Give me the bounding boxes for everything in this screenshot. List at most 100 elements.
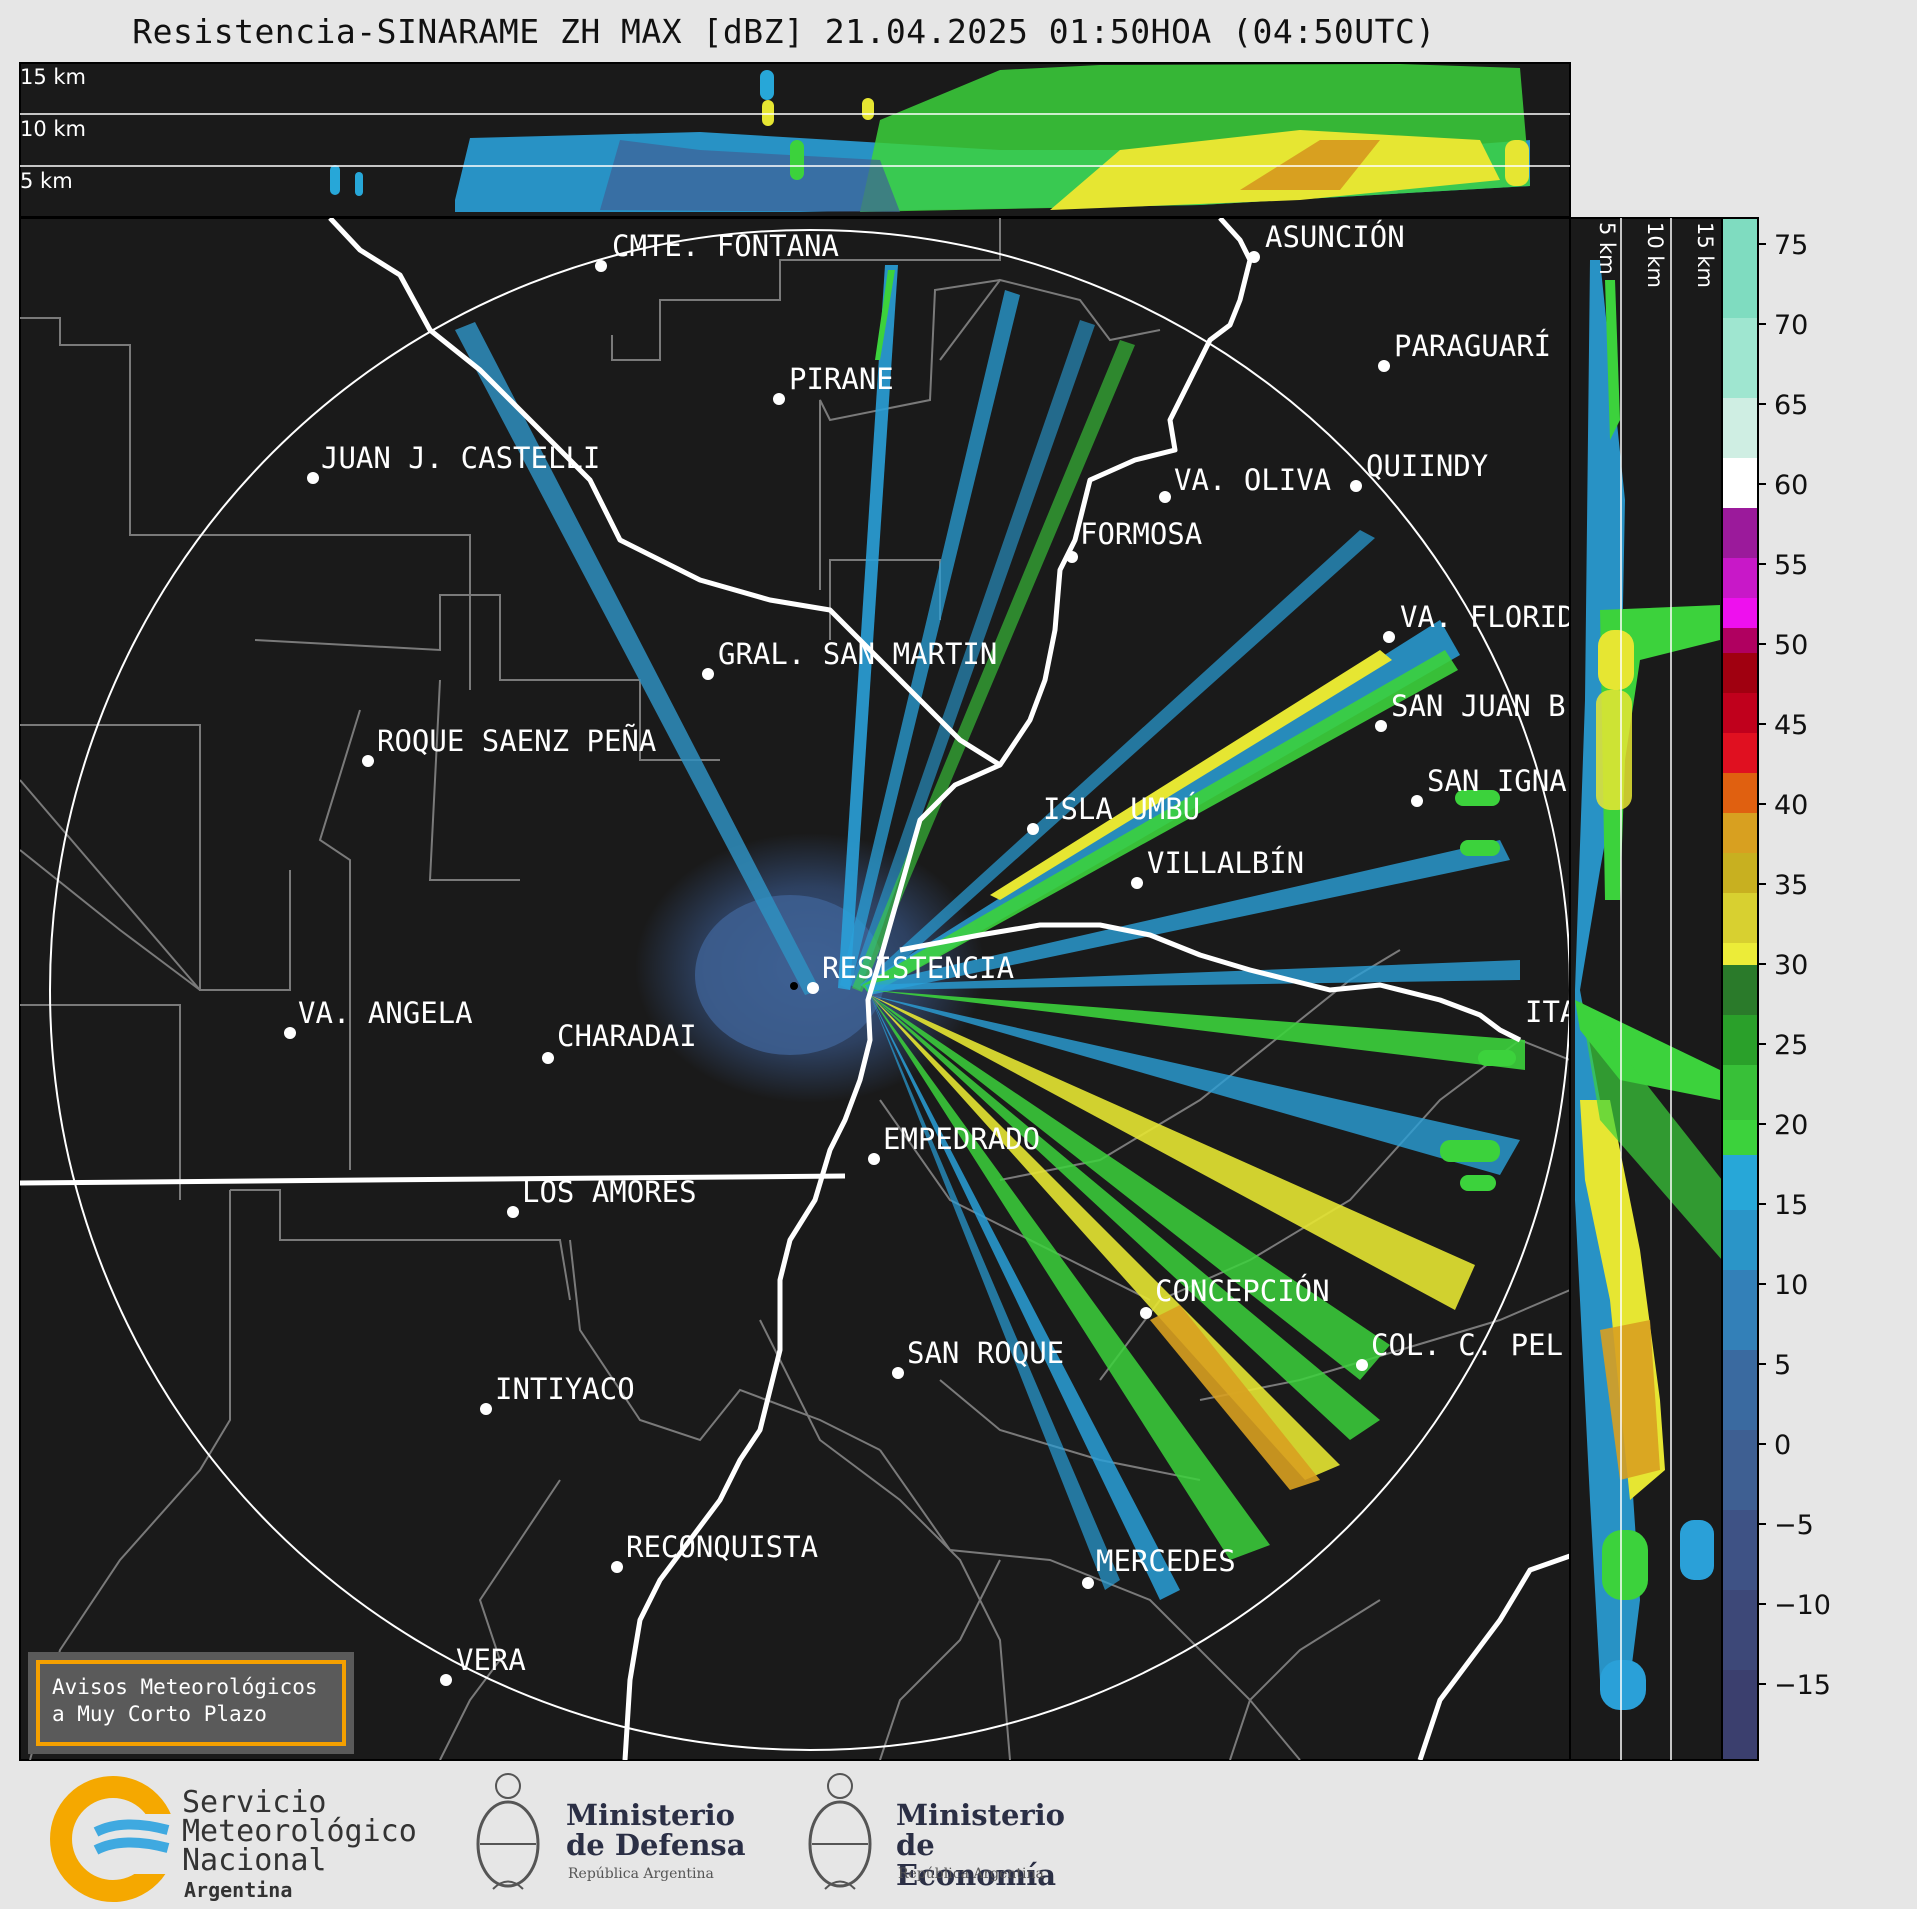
- cb-tick-5: 5: [1774, 1350, 1791, 1381]
- svg-text:SAN ROQUE: SAN ROQUE: [907, 1336, 1064, 1370]
- city-mercedes[interactable]: MERCEDES: [1082, 1544, 1236, 1589]
- side-panel-echo: [1575, 260, 1722, 1710]
- svg-text:ROQUE SAENZ PEÑA: ROQUE SAENZ PEÑA: [377, 724, 656, 758]
- cb-tick-75: 75: [1774, 230, 1808, 261]
- city-san-igna[interactable]: SAN IGNA: [1411, 764, 1567, 807]
- cb-tick-30: 30: [1774, 950, 1808, 981]
- rivers-borders: [20, 218, 1570, 1760]
- city-markers: CMTE. FONTANA ASUNCIÓN PARAGUARÍ PIRANE …: [284, 220, 1592, 1686]
- city-villalbin[interactable]: VILLALBÍN: [1131, 846, 1304, 889]
- smn-sub: Argentina: [184, 1878, 293, 1902]
- avisos-line1: Avisos Meteorológicos: [52, 1675, 318, 1699]
- top-height-label-15: 15 km: [20, 65, 86, 89]
- svg-text:VA. ANGELA: VA. ANGELA: [298, 996, 473, 1030]
- cb-tick-20: 20: [1774, 1110, 1808, 1141]
- cb-tick-40: 40: [1774, 790, 1808, 821]
- city-va-angela[interactable]: VA. ANGELA: [284, 996, 473, 1039]
- cb-tick-60: 60: [1774, 470, 1808, 501]
- city-ita[interactable]: ITA: [1525, 995, 1577, 1029]
- svg-text:COL. C. PEL: COL. C. PEL: [1371, 1328, 1563, 1362]
- cb-tick-35: 35: [1774, 870, 1808, 901]
- city-gral-san-martin[interactable]: GRAL. SAN MARTIN: [702, 637, 997, 680]
- city-isla-umbu[interactable]: ISLA UMBÚ: [1027, 792, 1200, 835]
- svg-text:ASUNCIÓN: ASUNCIÓN: [1265, 220, 1405, 254]
- cb-tick-10: 10: [1774, 1270, 1808, 1301]
- defensa-logo[interactable]: Ministerio de Defensa República Argentin…: [468, 1764, 768, 1904]
- coat-of-arms-icon: [476, 1773, 540, 1890]
- svg-text:SAN JUAN B: SAN JUAN B: [1391, 689, 1566, 723]
- cb-tick-65: 65: [1774, 390, 1808, 421]
- city-empedrado[interactable]: EMPEDRADO: [868, 1122, 1040, 1165]
- cb-tick-25: 25: [1774, 1030, 1808, 1061]
- svg-text:PIRANE: PIRANE: [789, 362, 894, 396]
- svg-text:EMPEDRADO: EMPEDRADO: [883, 1122, 1040, 1156]
- main-radar-map: CMTE. FONTANA ASUNCIÓN PARAGUARÍ PIRANE …: [19, 217, 1592, 1761]
- city-asuncion[interactable]: ASUNCIÓN: [1248, 220, 1405, 263]
- city-los-amores[interactable]: LOS AMORES: [507, 1175, 697, 1218]
- city-san-roque[interactable]: SAN ROQUE: [892, 1336, 1064, 1379]
- city-san-juan-b[interactable]: SAN JUAN B: [1375, 689, 1566, 732]
- svg-text:MERCEDES: MERCEDES: [1096, 1544, 1236, 1578]
- city-reconquista[interactable]: RECONQUISTA: [611, 1530, 818, 1573]
- cb-tick-0: 0: [1774, 1430, 1791, 1461]
- top-height-label-10: 10 km: [20, 117, 86, 141]
- smn-line1: Servicio: [182, 1785, 327, 1820]
- city-concepcion[interactable]: CONCEPCIÓN: [1140, 1274, 1330, 1319]
- top-height-label-5: 5 km: [20, 169, 73, 193]
- cb-tick-50: 50: [1774, 630, 1808, 661]
- avisos-box[interactable]: Avisos Meteorológicos a Muy Corto Plazo: [28, 1652, 354, 1754]
- colorbar: 75 70 65 60 55 50 45 40 35 30 25 20 15: [1721, 217, 1831, 1761]
- cb-tick-55: 55: [1774, 550, 1808, 581]
- city-roque-saenz-pena[interactable]: ROQUE SAENZ PEÑA: [362, 724, 656, 767]
- city-formosa[interactable]: FORMOSA: [1066, 517, 1202, 563]
- avisos-line2: a Muy Corto Plazo: [52, 1702, 267, 1726]
- svg-text:QUIINDY: QUIINDY: [1366, 449, 1488, 483]
- svg-text:GRAL. SAN MARTIN: GRAL. SAN MARTIN: [718, 637, 997, 671]
- svg-text:PARAGUARÍ: PARAGUARÍ: [1394, 329, 1551, 363]
- cb-tick-15: 15: [1774, 1190, 1808, 1221]
- svg-text:SAN IGNA: SAN IGNA: [1427, 764, 1567, 798]
- city-resistencia[interactable]: RESISTENCIA: [790, 951, 1014, 994]
- economia-sub: República Argentina: [898, 1866, 1044, 1882]
- city-va-oliva[interactable]: VA. OLIVA: [1159, 463, 1331, 503]
- side-height-label-15: 15 km: [1693, 222, 1717, 288]
- svg-text:RECONQUISTA: RECONQUISTA: [626, 1530, 818, 1564]
- top-crosssection-panel: 15 km 10 km 5 km: [19, 62, 1571, 218]
- city-charadai[interactable]: CHARADAI: [542, 1019, 697, 1064]
- top-panel-echo: [330, 64, 1530, 212]
- city-vera[interactable]: VERA: [440, 1643, 526, 1686]
- city-paraguari[interactable]: PARAGUARÍ: [1378, 329, 1551, 372]
- defensa-line1: Ministerio: [566, 1798, 736, 1832]
- city-va-florida[interactable]: VA. FLORIDA: [1383, 600, 1592, 643]
- colorbar-ticks: 75 70 65 60 55 50 45 40 35 30 25 20 15: [1758, 230, 1831, 1701]
- svg-text:ITA: ITA: [1525, 995, 1577, 1029]
- smn-line2: Meteorológico: [182, 1814, 417, 1849]
- cb-tick-minus10: −10: [1774, 1590, 1831, 1621]
- economia-line1: Ministerio: [896, 1798, 1066, 1832]
- economia-logo[interactable]: Ministerio de Economía República Argenti…: [800, 1764, 1100, 1904]
- svg-text:LOS AMORES: LOS AMORES: [522, 1175, 697, 1209]
- city-cmte-fontana[interactable]: CMTE. FONTANA: [595, 229, 839, 272]
- city-juan-j-castelli[interactable]: JUAN J. CASTELLI: [307, 441, 600, 484]
- footer-logos: Servicio Meteorológico Nacional Argentin…: [0, 1760, 1917, 1909]
- city-col-c-pel[interactable]: COL. C. PEL: [1356, 1328, 1563, 1371]
- cb-tick-minus5: −5: [1774, 1510, 1814, 1541]
- cb-tick-45: 45: [1774, 710, 1808, 741]
- map-title: Resistencia-SINARAME ZH MAX [dBZ] 21.04.…: [132, 12, 1436, 51]
- side-crosssection-panel: 5 km 10 km 15 km: [1569, 217, 1723, 1761]
- city-quiindy[interactable]: QUIINDY: [1350, 449, 1488, 492]
- svg-text:FORMOSA: FORMOSA: [1080, 517, 1202, 551]
- smn-emblem-icon: [50, 1776, 178, 1902]
- city-pirane[interactable]: PIRANE: [773, 362, 894, 405]
- smn-logo[interactable]: Servicio Meteorológico Nacional Argentin…: [48, 1774, 417, 1904]
- svg-text:INTIYACO: INTIYACO: [495, 1372, 635, 1406]
- svg-text:VERA: VERA: [456, 1643, 526, 1677]
- svg-text:CONCEPCIÓN: CONCEPCIÓN: [1155, 1274, 1330, 1308]
- radar-echoes: [455, 265, 1525, 1600]
- defensa-sub: República Argentina: [568, 1866, 714, 1882]
- svg-text:RESISTENCIA: RESISTENCIA: [822, 951, 1014, 985]
- svg-text:CMTE. FONTANA: CMTE. FONTANA: [612, 229, 839, 263]
- city-intiyaco[interactable]: INTIYACO: [480, 1372, 635, 1415]
- side-height-label-10: 10 km: [1643, 222, 1667, 288]
